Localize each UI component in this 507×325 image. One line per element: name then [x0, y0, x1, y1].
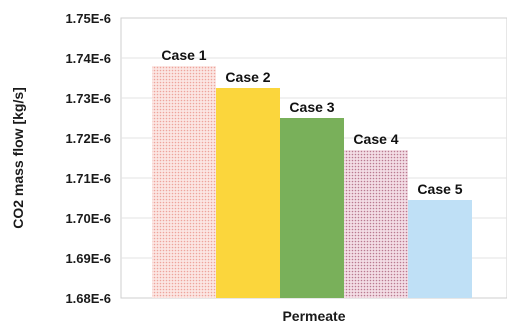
bar-label: Case 2	[225, 69, 270, 85]
bar-case-2	[216, 88, 280, 298]
y-tick-label: 1.69E-6	[65, 251, 111, 266]
bar-case-1	[152, 66, 216, 298]
bar-label: Case 1	[161, 47, 206, 63]
y-tick-label: 1.70E-6	[65, 211, 111, 226]
y-axis-ticks: 1.68E-6 1.69E-6 1.70E-6 1.71E-6 1.72E-6 1.73E…	[65, 11, 111, 306]
bars	[152, 66, 472, 298]
y-tick-label: 1.71E-6	[65, 171, 111, 186]
bar-case-4	[344, 150, 408, 298]
y-tick-label: 1.74E-6	[65, 51, 111, 66]
y-axis-title: CO2 mass flow [kg/s]	[10, 87, 26, 229]
bar-case-3	[280, 118, 344, 298]
bar-label: Case 4	[353, 131, 398, 147]
bar-label: Case 3	[289, 99, 334, 115]
y-tick-label: 1.75E-6	[65, 11, 111, 26]
bar-case-5	[408, 200, 472, 298]
y-tick-label: 1.73E-6	[65, 91, 111, 106]
y-tick-label: 1.68E-6	[65, 291, 111, 306]
y-tick-label: 1.72E-6	[65, 131, 111, 146]
bar-labels: Case 1 Case 2 Case 3 Case 4 Case 5	[161, 47, 462, 197]
bar-label: Case 5	[417, 181, 462, 197]
x-axis-title: Permeate	[282, 308, 345, 324]
